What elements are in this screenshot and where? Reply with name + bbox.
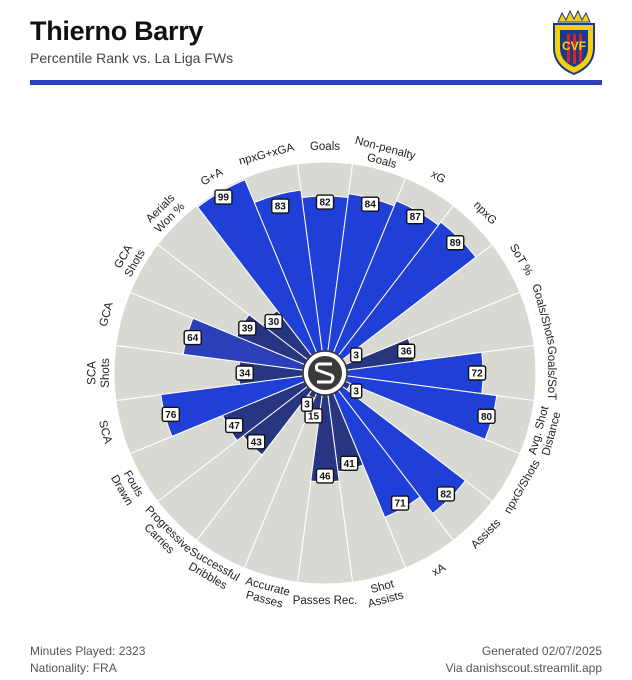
generated-date: Generated 02/07/2025 <box>481 644 602 658</box>
value-label: 72 <box>467 365 487 381</box>
value-label: 39 <box>238 320 257 336</box>
svg-text:3: 3 <box>304 400 310 411</box>
value-label: 76 <box>161 406 180 423</box>
svg-text:3: 3 <box>353 351 359 362</box>
category-label: AccuratePasses <box>241 575 291 611</box>
svg-text:82: 82 <box>319 198 331 209</box>
category-label: xA <box>430 562 448 579</box>
category-label: GCA <box>98 301 116 328</box>
category-label: Passes Rec. <box>293 595 358 607</box>
category-label: Goals/Shots <box>529 283 557 347</box>
svg-text:64: 64 <box>187 333 199 344</box>
svg-text:43: 43 <box>251 437 263 448</box>
category-label: G+A <box>199 166 225 188</box>
value-label: 46 <box>315 468 335 484</box>
chart-subtitle: Percentile Rank vs. La Liga FWs <box>30 50 234 66</box>
value-label: 87 <box>406 209 425 225</box>
svg-text:84: 84 <box>365 200 377 211</box>
value-label: 84 <box>361 196 380 212</box>
value-label: 82 <box>436 486 456 502</box>
value-label: 80 <box>477 408 496 424</box>
value-label: 47 <box>225 417 244 434</box>
category-label: Goals <box>310 141 340 153</box>
value-label: 3 <box>349 347 363 363</box>
footer-right: Generated 02/07/2025 Via danishscout.str… <box>445 643 602 677</box>
svg-text:80: 80 <box>481 412 493 423</box>
radar-bars <box>160 179 498 518</box>
value-label: 71 <box>390 495 410 511</box>
value-label: 30 <box>264 313 283 330</box>
category-label: Goals/SoT <box>545 346 557 400</box>
player-name: Thierno Barry <box>30 16 204 46</box>
source-credit: Via danishscout.streamlit.app <box>445 661 602 675</box>
svg-text:3: 3 <box>353 387 359 398</box>
value-label: 34 <box>235 365 254 381</box>
svg-text:76: 76 <box>165 410 177 421</box>
svg-text:15: 15 <box>308 411 320 422</box>
svg-text:89: 89 <box>450 238 462 249</box>
svg-text:99: 99 <box>218 193 230 204</box>
value-label: 64 <box>183 329 202 346</box>
svg-text:47: 47 <box>229 421 241 432</box>
club-crest-icon: CVF <box>553 10 595 76</box>
value-label: 36 <box>396 343 416 359</box>
value-label: 41 <box>339 455 359 472</box>
value-label: 83 <box>271 198 290 214</box>
svg-text:36: 36 <box>401 347 413 358</box>
value-label: 3 <box>300 396 314 412</box>
minutes-played: Minutes Played: 2323 <box>30 644 146 658</box>
svg-text:82: 82 <box>440 489 452 500</box>
footer-left: Minutes Played: 2323 Nationality: FRA <box>30 643 145 677</box>
category-label: xG <box>429 168 448 186</box>
center-logo-icon <box>302 350 348 396</box>
value-label: 89 <box>446 235 465 251</box>
svg-text:83: 83 <box>275 202 287 213</box>
category-label: npxG <box>471 199 499 227</box>
svg-text:46: 46 <box>319 471 331 482</box>
value-label: 82 <box>315 194 335 210</box>
value-label: 3 <box>349 383 363 399</box>
header: Thierno Barry Percentile Rank vs. La Lig… <box>30 10 602 76</box>
category-label: ShotAssists <box>363 577 405 611</box>
category-label: SCAShots <box>87 358 112 388</box>
value-label: 99 <box>214 189 233 205</box>
svg-text:41: 41 <box>344 459 356 470</box>
svg-text:CVF: CVF <box>562 39 586 53</box>
svg-text:72: 72 <box>472 369 484 380</box>
svg-text:71: 71 <box>395 499 407 510</box>
category-label: SCA <box>96 419 114 445</box>
svg-text:30: 30 <box>268 317 280 328</box>
value-label: 15 <box>304 408 323 424</box>
nationality: Nationality: FRA <box>30 661 117 675</box>
svg-text:39: 39 <box>242 324 254 335</box>
header-divider <box>30 80 602 85</box>
svg-text:34: 34 <box>239 369 251 380</box>
value-label: 43 <box>247 434 266 450</box>
svg-text:87: 87 <box>410 212 422 223</box>
category-label: npxG+xGA <box>238 142 296 168</box>
